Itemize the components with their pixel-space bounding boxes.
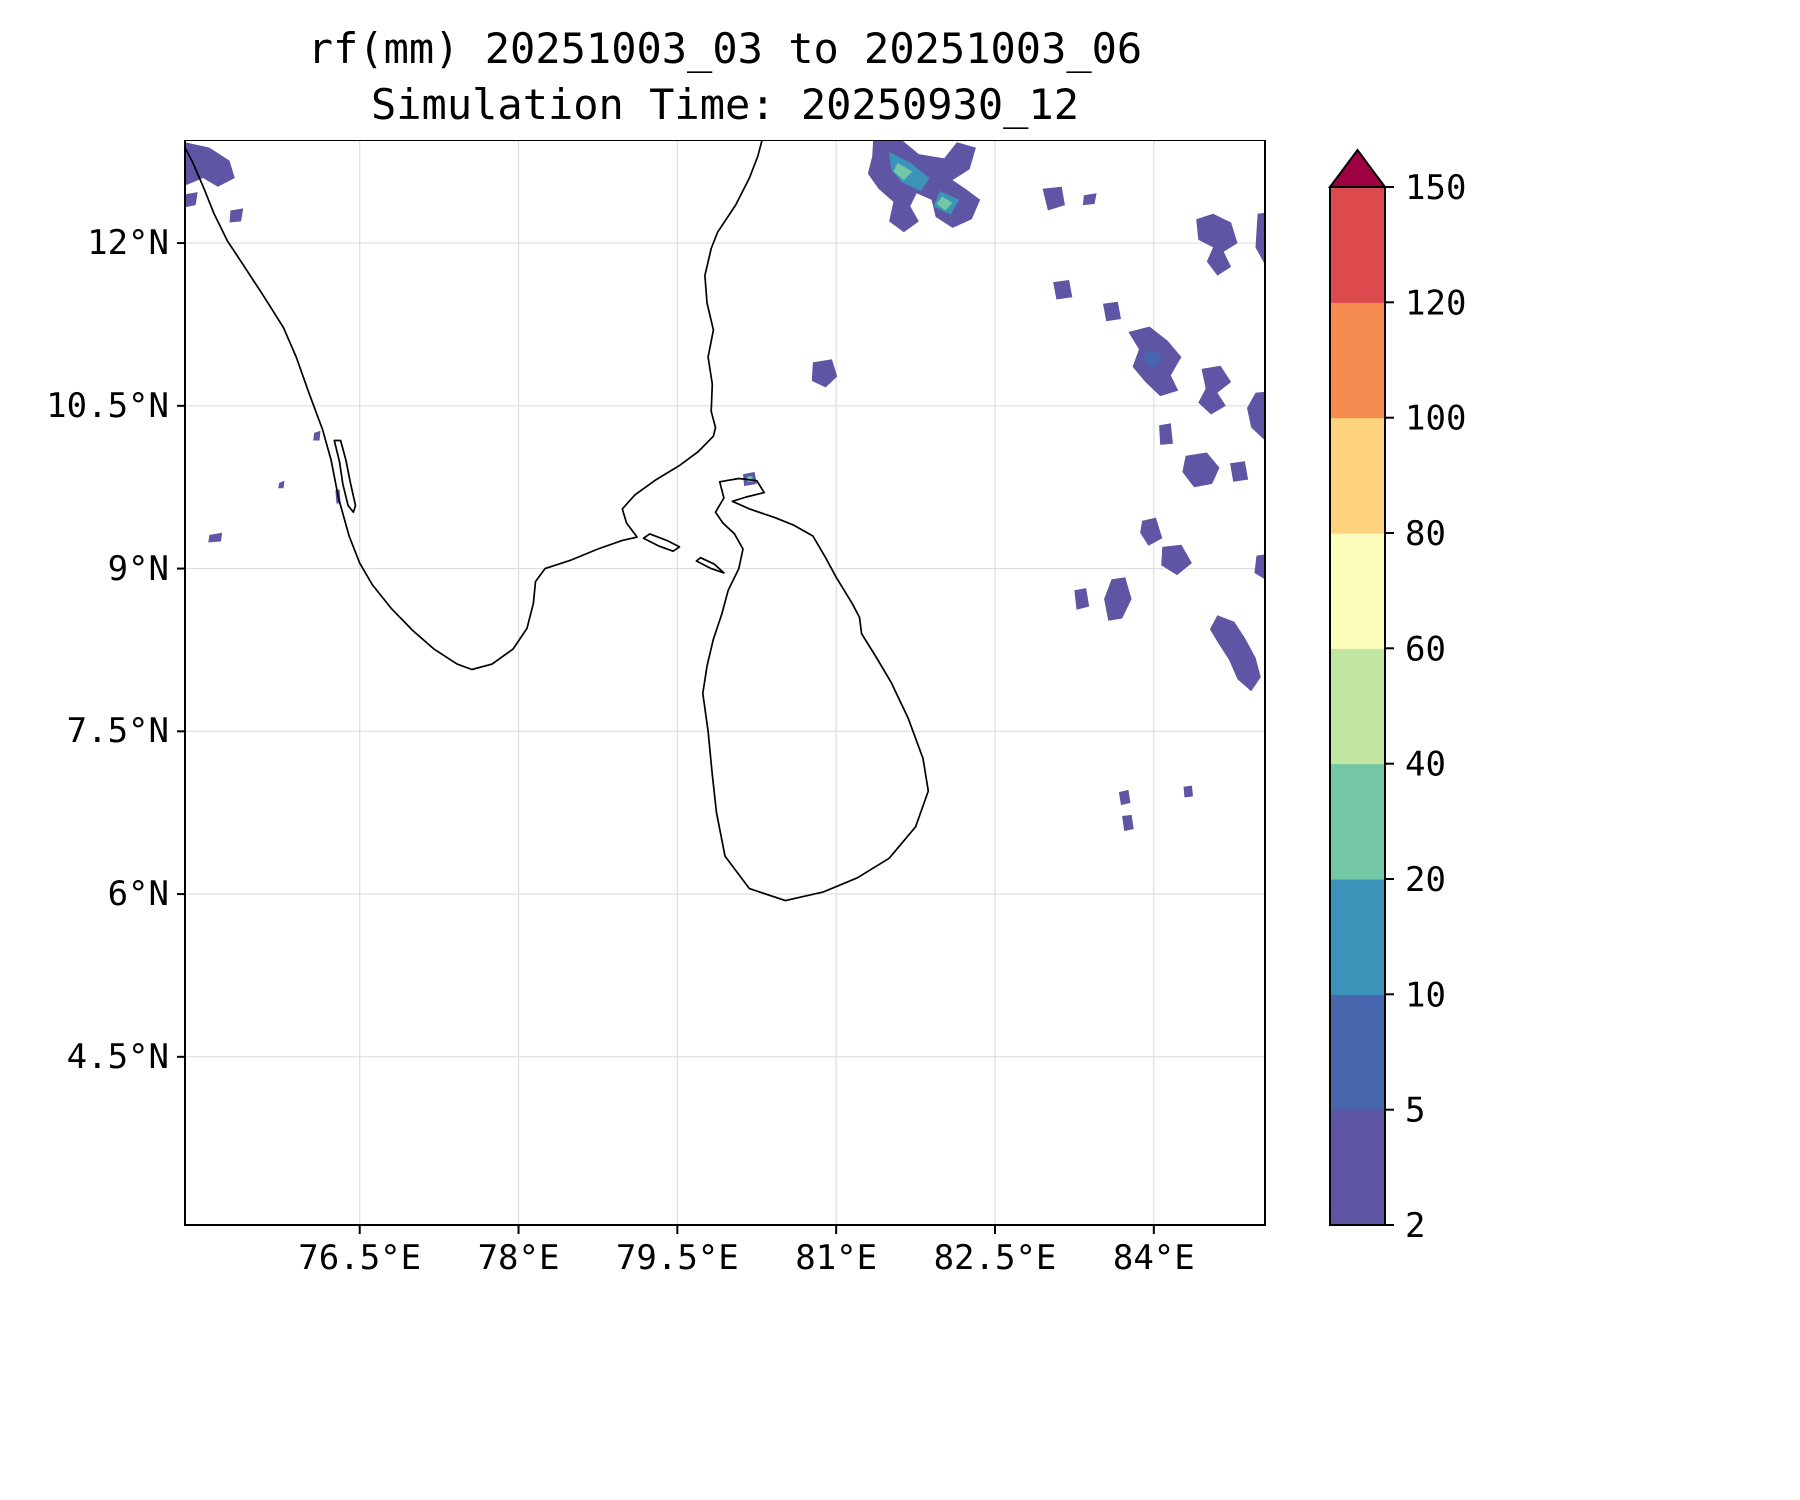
rain-patch-level-2-5: [1103, 301, 1121, 322]
x-tick-label: 79.5°E: [615, 1238, 739, 1278]
rain-patch-level-2-5: [1122, 814, 1134, 832]
colorbar-tick-label: 120: [1405, 283, 1466, 323]
colorbar-border: [1329, 186, 1386, 1226]
rain-patch-level-2-5: [1082, 193, 1097, 206]
page-subtitle: Simulation Time: 20250930_12: [370, 80, 1079, 129]
map-canvas: [177, 140, 1266, 1234]
coastline-india: [184, 140, 763, 671]
colorbar-segment: [1330, 879, 1385, 995]
rain-patch-level-2-5: [1118, 789, 1131, 806]
rain-patch-level-2-5: [1104, 577, 1132, 621]
rain-patch-level-2-5: [1161, 544, 1192, 576]
coastline-mannar-island: [695, 556, 725, 574]
rain-patch-level-2-5: [229, 208, 244, 223]
y-tick-label: 7.5°N: [66, 711, 169, 752]
colorbar-segment: [1330, 187, 1385, 303]
rain-patch-level-2-5: [313, 430, 321, 441]
rain-patch-level-2-5: [1255, 212, 1265, 265]
rain-patch-level-2-5: [185, 192, 198, 208]
y-tick-label: 9°N: [107, 548, 169, 589]
colorbar: 2 5 10 20 40 60 80 100 120 150: [1328, 148, 1466, 1246]
x-tick-label: 82.5°E: [933, 1238, 1057, 1278]
page-title: rf(mm) 20251003_03 to 20251003_06: [307, 24, 1143, 73]
rain-patch-level-2-5: [1140, 517, 1163, 546]
colorbar-tick-label: 2: [1405, 1206, 1425, 1246]
rain-patch-level-2-5: [185, 142, 235, 187]
rain-patch-level-2-5: [1209, 615, 1261, 692]
colorbar-segment: [1330, 763, 1385, 880]
colorbar-tick-label: 150: [1405, 168, 1466, 208]
rain-patch-level-2-5: [208, 532, 223, 543]
rain-patch-level-5-10: [1143, 349, 1164, 369]
y-tick-label: 12°N: [87, 223, 169, 264]
rain-patch-level-2-5: [1042, 186, 1065, 211]
rain-patch-level-20-40: [893, 162, 913, 181]
colorbar-tick-label: 5: [1405, 1091, 1425, 1131]
x-tick-label: 76.5°E: [298, 1238, 422, 1278]
colorbar-tick-label: 10: [1405, 975, 1446, 1015]
rain-patch-level-2-5: [1247, 391, 1265, 441]
rain-patch-level-2-5: [1198, 365, 1232, 415]
rain-patch-level-2-5: [1196, 213, 1238, 276]
colorbar-segment: [1330, 648, 1385, 765]
rain-patch-level-2-5: [1230, 461, 1249, 482]
rain-patch-level-20-40: [936, 196, 953, 211]
rain-patch-level-2-5: [1254, 554, 1265, 580]
colorbar-tick-label: 60: [1405, 629, 1446, 669]
rain-patch-level-2-5: [1159, 423, 1173, 445]
rain-patch-level-2-5: [278, 480, 285, 489]
y-tick-label: 4.5°N: [66, 1036, 169, 1077]
coastline-pamban-island: [642, 533, 681, 553]
colorbar-tick-label: 80: [1405, 514, 1446, 554]
coastline-sri-lanka: [701, 477, 930, 902]
colorbar-segment: [1330, 994, 1385, 1111]
colorbar-segment: [1330, 533, 1385, 649]
colorbar-segment: [1330, 302, 1385, 419]
y-tick-label: 10.5°N: [46, 385, 169, 426]
x-tick-label: 81°E: [795, 1238, 878, 1278]
x-tick-label: 84°E: [1112, 1238, 1195, 1278]
colorbar-tick-label: 20: [1405, 860, 1446, 900]
colorbar-tick-label: 100: [1405, 399, 1466, 439]
rain-patch-level-2-5: [1183, 785, 1193, 798]
colorbar-over-arrow: [1328, 148, 1387, 188]
rain-patch-level-2-5: [1053, 280, 1073, 300]
rain-patch-level-2-5: [1182, 452, 1220, 488]
y-tick-label: 6°N: [107, 874, 169, 915]
colorbar-segment: [1330, 1109, 1385, 1226]
colorbar-segment: [1330, 417, 1385, 534]
plot-border: [184, 140, 1266, 1226]
colorbar-tick-label: 40: [1405, 745, 1446, 785]
rain-patch-level-2-5: [811, 359, 838, 388]
x-tick-label: 78°E: [477, 1238, 560, 1278]
rain-patch-level-2-5: [1074, 588, 1090, 610]
coastline-vembanad-lake: [333, 439, 357, 514]
